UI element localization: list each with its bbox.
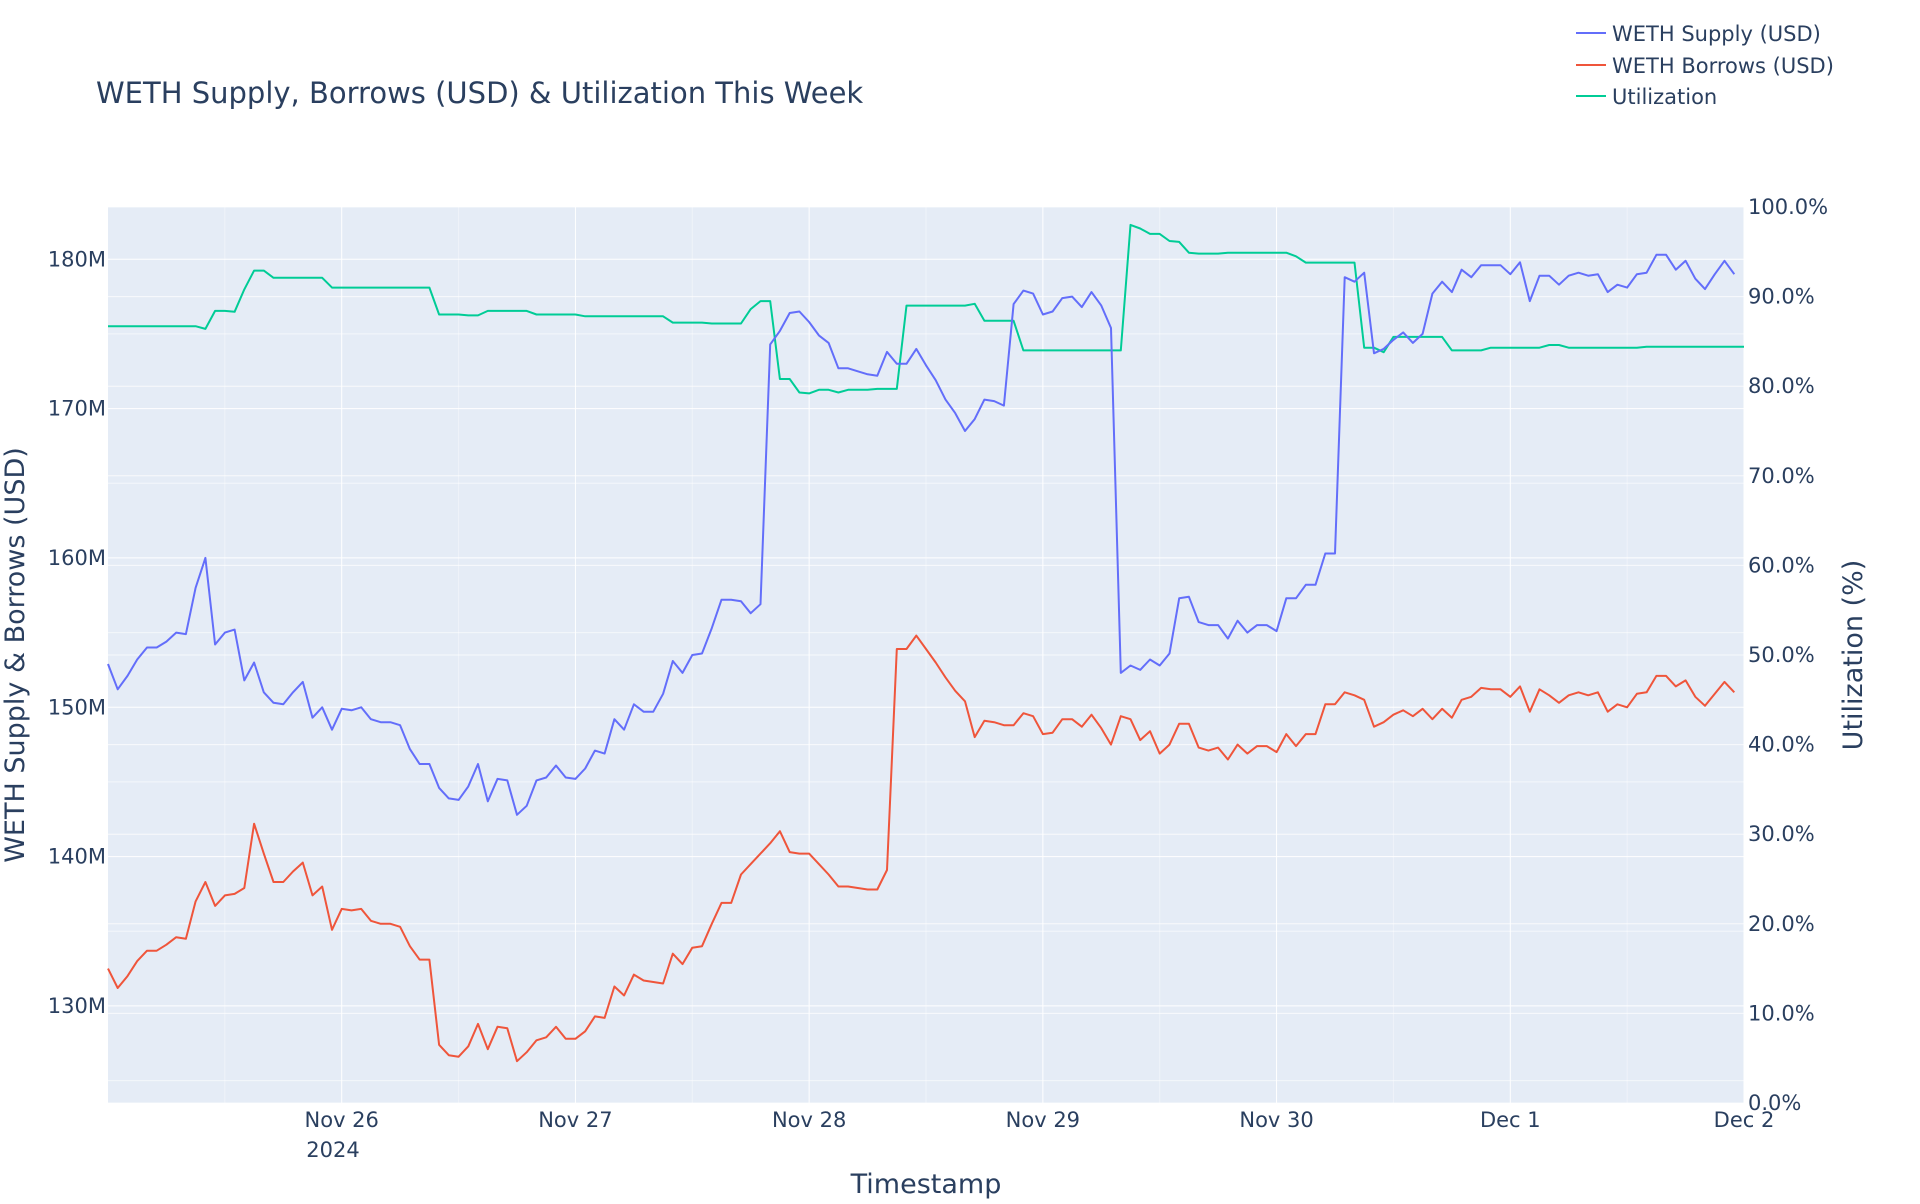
- series-line-utilization: [108, 223, 1744, 395]
- y-right-tick-label: 50.0%: [1748, 643, 1815, 667]
- chart-title: WETH Supply, Borrows (USD) & Utilization…: [96, 76, 863, 110]
- y-right-tick-label: 10.0%: [1748, 1001, 1815, 1025]
- y-right-tick-label: 80.0%: [1748, 374, 1815, 398]
- series-lines: [107, 223, 1744, 1063]
- x-tick-label: Nov 29: [1006, 1108, 1080, 1132]
- x-axis-title: Timestamp: [850, 1169, 1002, 1200]
- y-left-tick-label: 150M: [48, 695, 106, 719]
- x-tick-label: Nov 28: [772, 1108, 846, 1132]
- x-tick-label: Dec 1: [1480, 1108, 1541, 1132]
- y-left-tick-labels: 130M 140M 150M 160M 170M 180M: [48, 247, 106, 1018]
- y-left-tick-label: 130M: [48, 994, 106, 1018]
- legend-item-supply[interactable]: WETH Supply (USD): [1576, 22, 1821, 46]
- y-right-tick-label: 60.0%: [1748, 553, 1815, 577]
- series-line-supply: [107, 253, 1736, 816]
- y-right-tick-label: 0.0%: [1748, 1091, 1801, 1115]
- y-left-tick-label: 180M: [48, 247, 106, 271]
- y-left-axis-title: WETH Supply & Borrows (USD): [0, 447, 31, 863]
- legend-label-utilization: Utilization: [1612, 85, 1717, 109]
- y-right-tick-label: 70.0%: [1748, 464, 1815, 488]
- x-tick-label: Dec 2: [1714, 1108, 1775, 1132]
- legend: WETH Supply (USD) WETH Borrows (USD) Uti…: [1576, 22, 1834, 109]
- x-tick-label: Nov 26: [305, 1108, 379, 1132]
- legend-item-utilization[interactable]: Utilization: [1576, 85, 1717, 109]
- x-tick-labels: Nov 26 Nov 27 Nov 28 Nov 29 Nov 30 Dec 1 Dec 2: [305, 1108, 1775, 1132]
- y-left-tick-label: 140M: [48, 845, 106, 869]
- y-left-tick-label: 160M: [48, 546, 106, 570]
- y-right-axis-title: Utilization (%): [1838, 560, 1869, 751]
- y-right-tick-label: 100.0%: [1748, 195, 1828, 219]
- series-line-borrows: [107, 634, 1736, 1063]
- y-right-tick-label: 40.0%: [1748, 733, 1815, 757]
- x-year-label: 2024: [306, 1138, 359, 1162]
- y-right-tick-label: 20.0%: [1748, 912, 1815, 936]
- x-tick-label: Nov 30: [1239, 1108, 1313, 1132]
- y-right-tick-label: 90.0%: [1748, 285, 1815, 309]
- legend-label-supply: WETH Supply (USD): [1612, 22, 1821, 46]
- y-right-tick-label: 30.0%: [1748, 822, 1815, 846]
- y-left-tick-label: 170M: [48, 397, 106, 421]
- y-right-tick-labels: 0.0% 10.0% 20.0% 30.0% 40.0% 50.0% 60.0% 70.0% 8…: [1748, 195, 1828, 1115]
- legend-item-borrows[interactable]: WETH Borrows (USD): [1576, 54, 1834, 78]
- grid-lines: [108, 206, 1745, 1104]
- x-tick-label: Nov 27: [538, 1108, 612, 1132]
- legend-label-borrows: WETH Borrows (USD): [1612, 54, 1834, 78]
